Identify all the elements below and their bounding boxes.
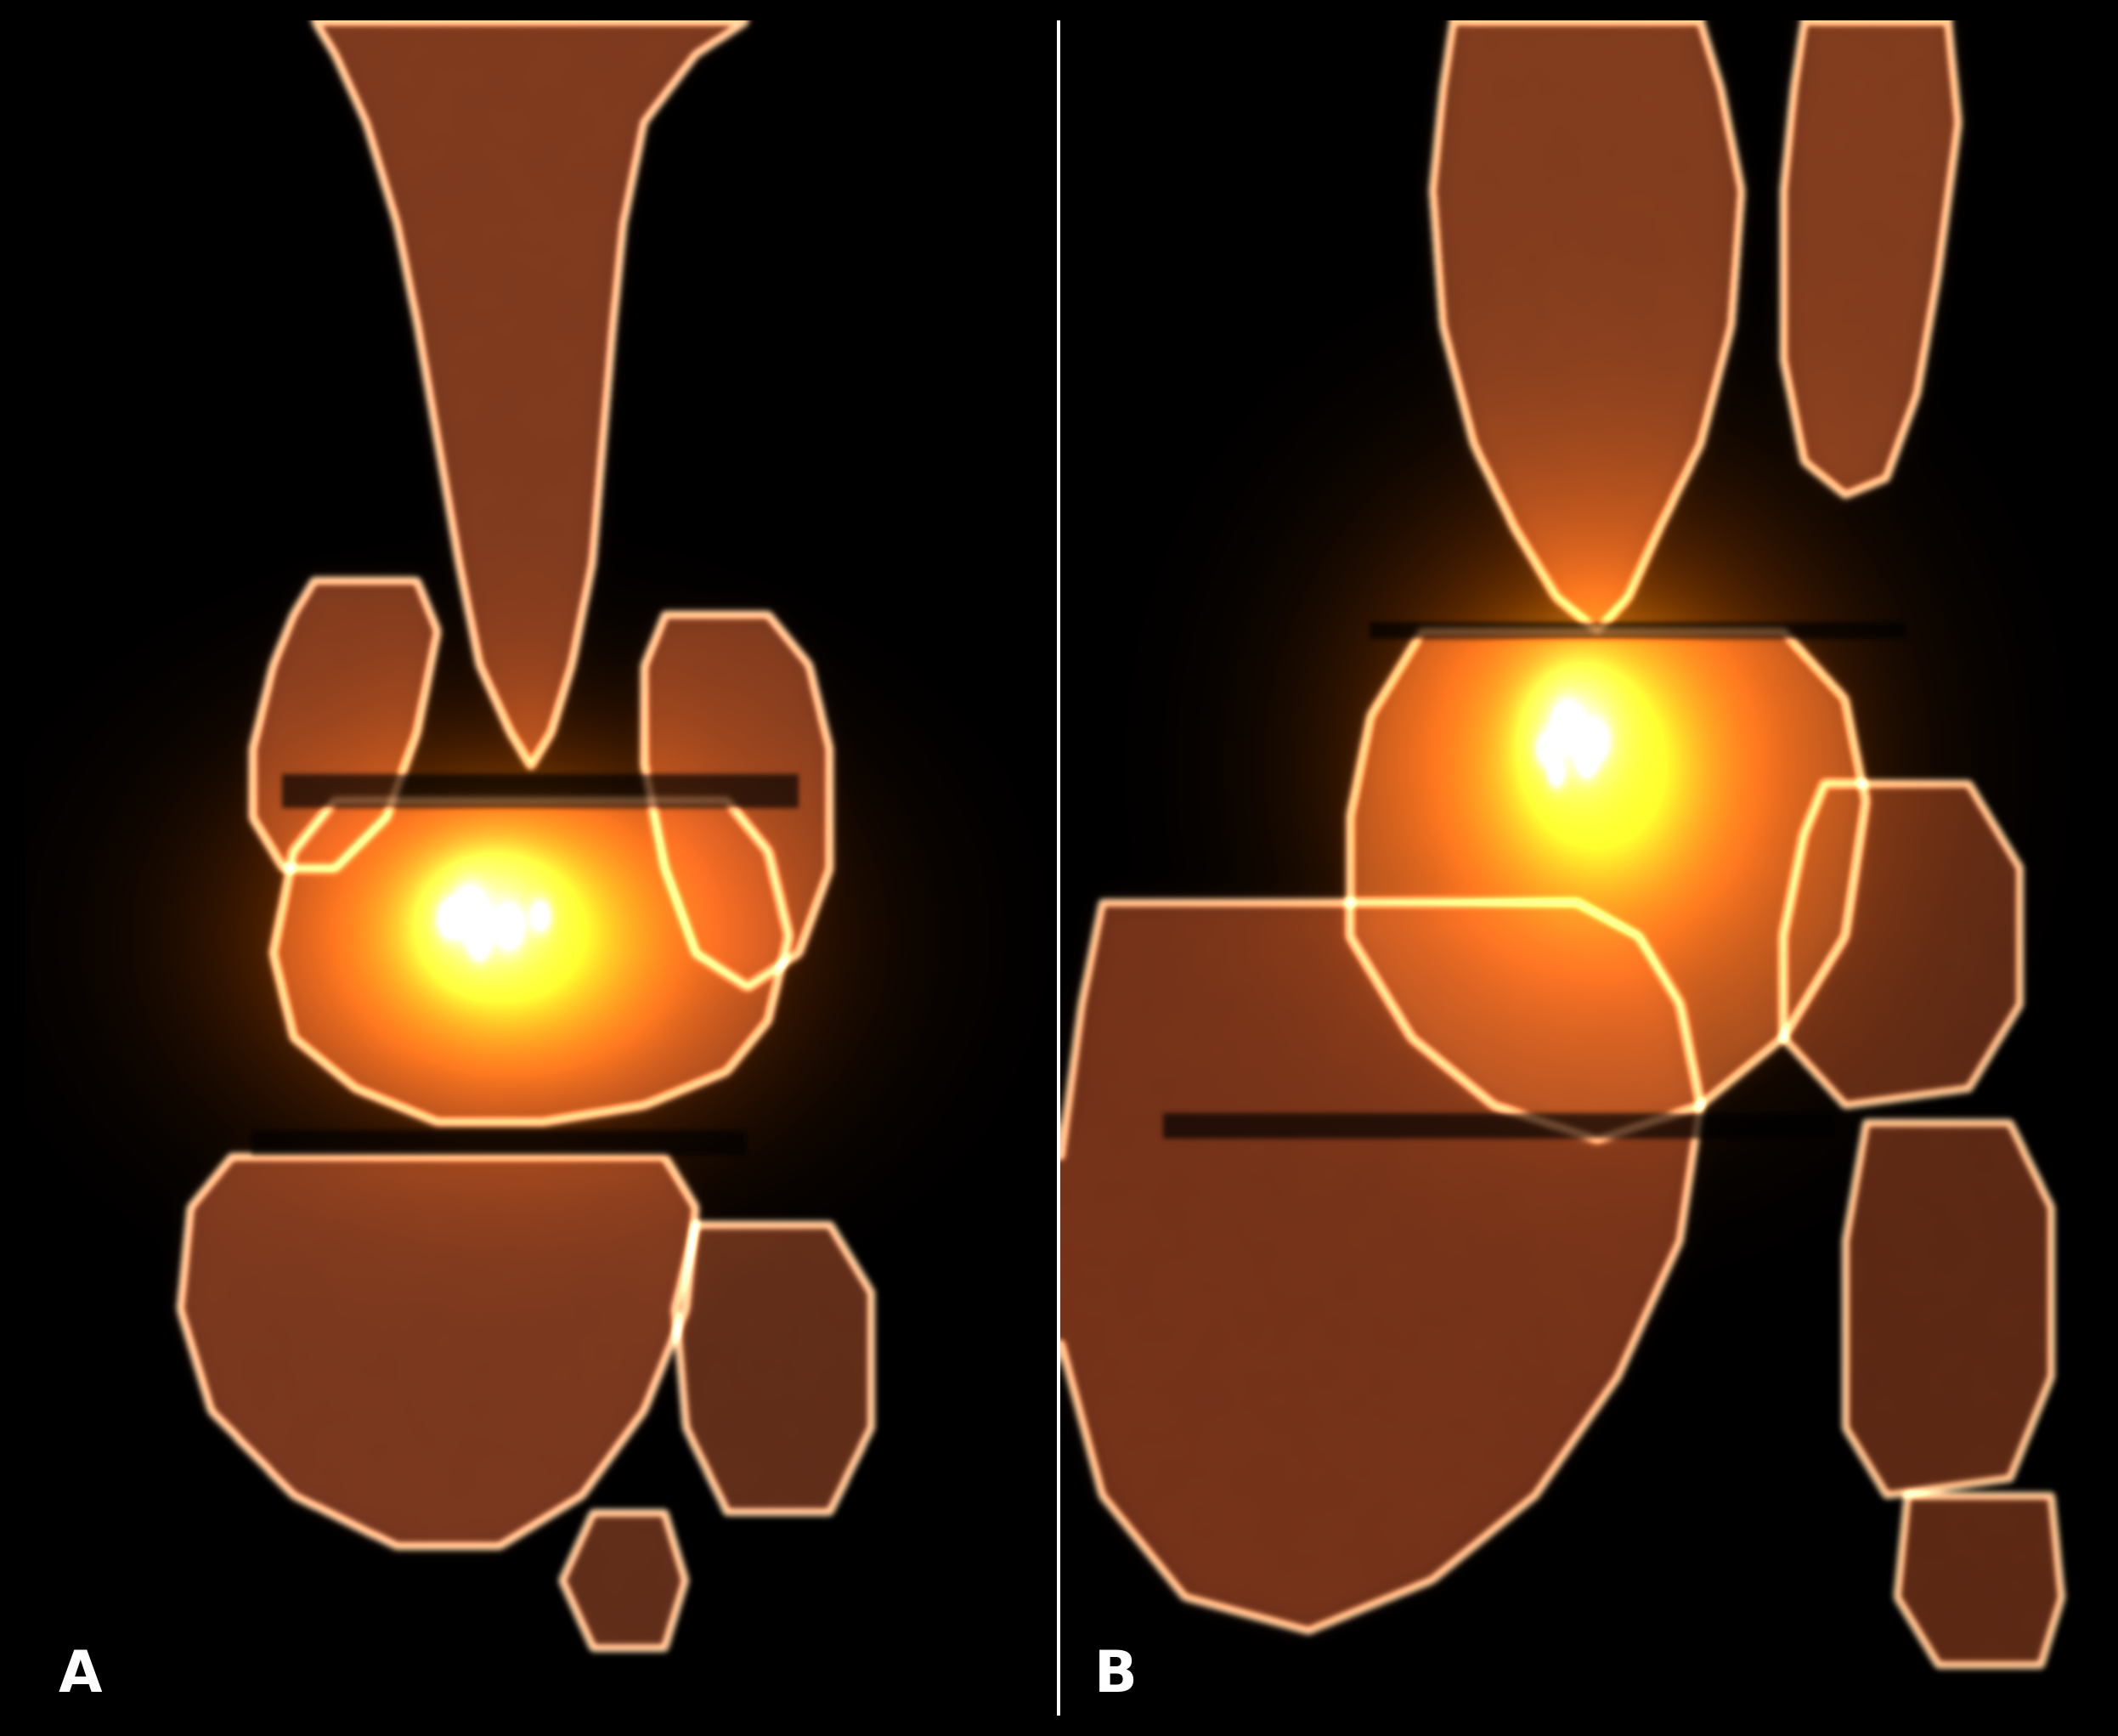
Text: A: A	[59, 1647, 102, 1703]
Text: B: B	[1095, 1647, 1137, 1703]
